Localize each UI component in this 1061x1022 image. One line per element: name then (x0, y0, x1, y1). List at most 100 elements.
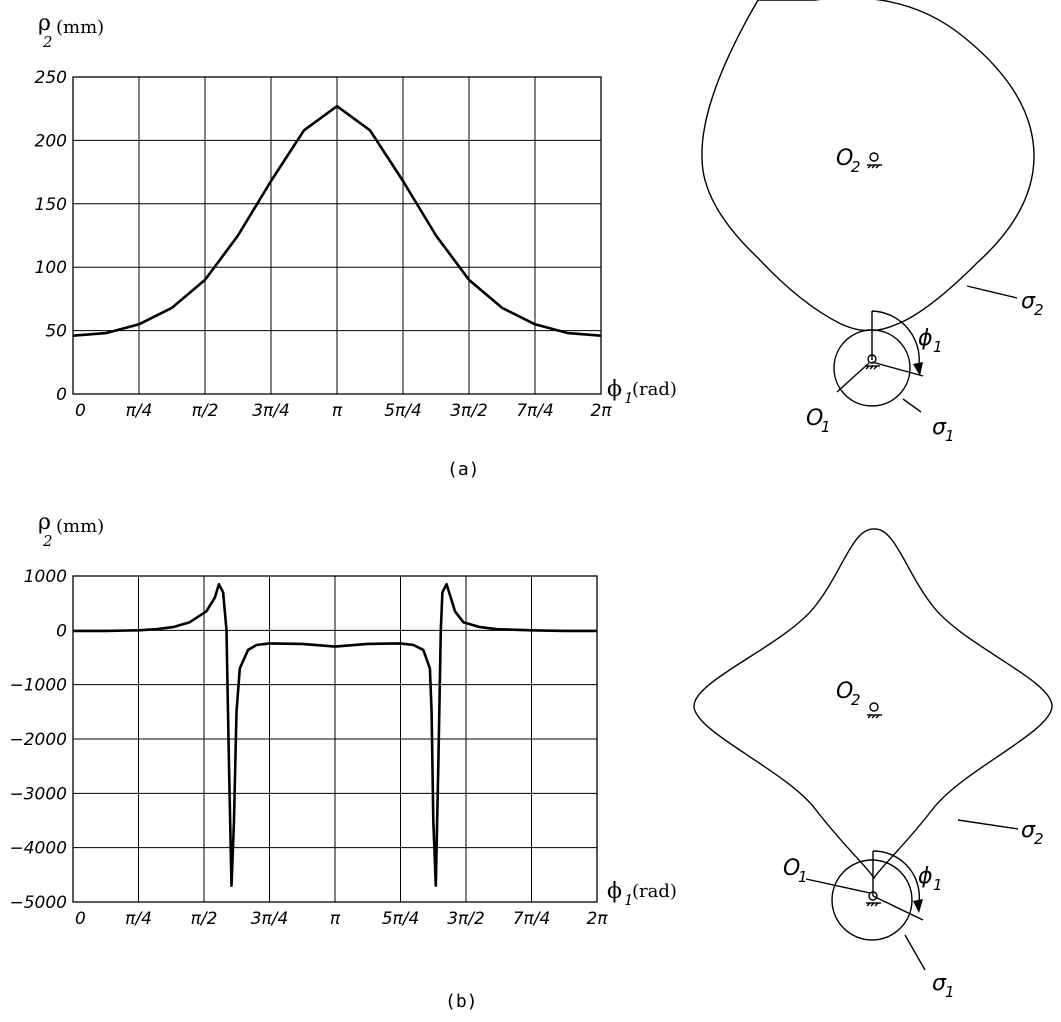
diagram-a-leader-o1 (836, 362, 870, 393)
diagram-a: O 2 O 1 σ 1 σ 2 ϕ 1 (701, 0, 1044, 445)
diagram-a-crank-line (871, 361, 924, 377)
chart-b-ylabel: ρ (38, 510, 51, 535)
chart-b-grid (73, 576, 597, 902)
chart-a-x-tick-label: 5π/4 (384, 401, 422, 421)
chart-a-x-tick-label: 3π/4 (252, 401, 290, 421)
chart-b: 1000 0 −1000 −2000 −3000 −4000 −5000 0 π/4 π/2 3π… (9, 510, 676, 929)
chart-b-x-tick-label: 3π/2 (447, 909, 485, 929)
diagram-a-label-sigma2: σ (1021, 289, 1036, 314)
diagram-a-angle-arrowhead (913, 362, 923, 376)
diagram-b-label-phi1-sub: 1 (933, 876, 943, 894)
diagram-b-leader-sigma2 (957, 819, 1019, 830)
diagram-a-angle-arc (871, 310, 920, 372)
diagram-a-label-o2-sub: 2 (851, 158, 861, 176)
diagram-b-leader-sigma1 (904, 934, 926, 971)
chart-b-series-line (73, 582, 597, 887)
chart-b-x-ticks: 0 π/4 π/2 3π/4 π 5π/4 3π/2 7π/4 2π (75, 909, 608, 929)
chart-b-x-tick-label: 2π (586, 909, 608, 929)
diagram-b-label-sigma2: σ (1021, 818, 1036, 843)
chart-b-y-tick-label: −2000 (9, 730, 67, 750)
chart-a-x-tick-label: 0 (75, 401, 86, 421)
diagram-b-crank-line (872, 895, 924, 921)
diagram-a-label-o1: O (806, 406, 823, 431)
diagram-a-leader-sigma1 (902, 398, 922, 413)
chart-b-x-tick-label: π (330, 909, 341, 929)
chart-a-y-axis-label: ρ 2 (mm) (38, 11, 104, 51)
chart-a-y-tick-label: 0 (56, 385, 67, 405)
caption-a: (a) (447, 459, 480, 480)
chart-a-y-tick-label: 100 (35, 258, 67, 278)
chart-b-yunit: (mm) (56, 516, 104, 537)
chart-a-y-ticks: 250 200 150 100 50 0 (35, 68, 67, 405)
chart-a-x-axis-label: ϕ 1 (rad) (607, 377, 677, 407)
diagram-a-pivot-o2 (867, 152, 882, 169)
diagram-a-label-phi1-sub: 1 (933, 338, 943, 356)
diagram-a-curve-sigma2 (701, 0, 1035, 332)
chart-a-ylabel: ρ (38, 11, 51, 36)
chart-b-frame (72, 575, 598, 903)
chart-a-xunit: (rad) (632, 379, 677, 400)
diagram-a-label-sigma1: σ (932, 415, 947, 440)
chart-b-y-tick-label: −4000 (9, 839, 67, 859)
chart-a-x-ticks: 0 π/4 π/2 3π/4 π 5π/4 3π/2 7π/4 2π (75, 401, 612, 421)
chart-b-y-tick-label: 0 (56, 621, 67, 641)
chart-a-frame (72, 76, 602, 395)
diagram-a-label-sigma2-sub: 2 (1034, 301, 1044, 319)
chart-a-x-tick-label: 2π (590, 401, 612, 421)
diagram-b-curve-sigma2 (693, 528, 1053, 880)
chart-b-ylabel-sub: 2 (42, 532, 53, 550)
chart-a-series-line (72, 104, 602, 337)
diagram-b-label-o2-sub: 2 (851, 691, 861, 709)
caption-b: (b) (445, 991, 478, 1012)
diagram-b-leader-o1 (805, 878, 871, 894)
diagram-b-label-o1-sub: 1 (798, 868, 808, 886)
chart-a-y-tick-label: 50 (45, 322, 67, 342)
chart-a-x-tick-label: 7π/4 (516, 401, 554, 421)
chart-b-y-tick-label: −3000 (9, 784, 67, 804)
diagram-b-label-o1: O (783, 856, 800, 881)
chart-a-xlabel: ϕ (607, 377, 622, 402)
diagram-b-angle-arrowhead (913, 899, 923, 913)
diagram-b-pivot-o2 (867, 702, 882, 719)
chart-a-y-tick-label: 250 (35, 68, 67, 88)
chart-b-y-tick-label: −1000 (9, 676, 67, 696)
chart-a-y-tick-label: 150 (35, 195, 67, 215)
chart-b-y-ticks: 1000 0 −1000 −2000 −3000 −4000 −5000 (9, 567, 67, 913)
diagram-b-label-o2: O (836, 679, 853, 704)
chart-b-x-tick-label: 5π/4 (382, 909, 420, 929)
chart-b-x-tick-label: π/2 (191, 909, 218, 929)
chart-b-xlabel: ϕ (607, 879, 622, 904)
chart-b-xunit: (rad) (632, 881, 677, 902)
chart-a: 250 200 150 100 50 0 0 π/4 π/2 3π/4 π 5π/4 3π/2 7π/4… (35, 11, 677, 421)
chart-a-xlabel-sub: 1 (624, 389, 634, 407)
chart-a-grid (73, 77, 601, 394)
chart-a-x-tick-label: π/4 (126, 401, 153, 421)
chart-b-y-tick-label: 1000 (24, 567, 67, 587)
diagram-a-label-o1-sub: 1 (821, 418, 831, 436)
chart-b-x-tick-label: 3π/4 (251, 909, 289, 929)
diagram-b-label-sigma1: σ (932, 971, 947, 996)
chart-b-xlabel-sub: 1 (624, 891, 634, 909)
diagram-a-label-o2: O (836, 146, 853, 171)
diagram-b-label-sigma2-sub: 2 (1034, 830, 1044, 848)
diagram-a-label-sigma1-sub: 1 (945, 427, 955, 445)
diagram-a-label-phi1: ϕ (918, 326, 933, 351)
diagram-b-angle-arc (872, 850, 921, 909)
chart-b-x-tick-label: 7π/4 (513, 909, 551, 929)
chart-b-y-axis-label: ρ 2 (mm) (38, 510, 104, 550)
diagram-b-curve-sigma1 (831, 859, 913, 941)
diagram-b-label-phi1: ϕ (918, 864, 933, 889)
chart-b-x-tick-label: 0 (75, 909, 86, 929)
chart-a-x-tick-label: π/2 (192, 401, 219, 421)
chart-a-ylabel-sub: 2 (42, 33, 53, 51)
chart-b-x-tick-label: π/4 (125, 909, 152, 929)
chart-a-x-tick-label: 3π/2 (450, 401, 488, 421)
diagram-b-label-sigma1-sub: 1 (945, 983, 955, 1001)
chart-a-y-tick-label: 200 (35, 131, 67, 151)
chart-b-x-axis-label: ϕ 1 (rad) (607, 879, 677, 909)
chart-a-yunit: (mm) (56, 17, 104, 38)
diagram-b: O 2 O 1 σ 1 σ 2 ϕ 1 (693, 528, 1053, 1001)
chart-a-x-tick-label: π (332, 401, 343, 421)
chart-b-y-tick-label: −5000 (9, 893, 67, 913)
